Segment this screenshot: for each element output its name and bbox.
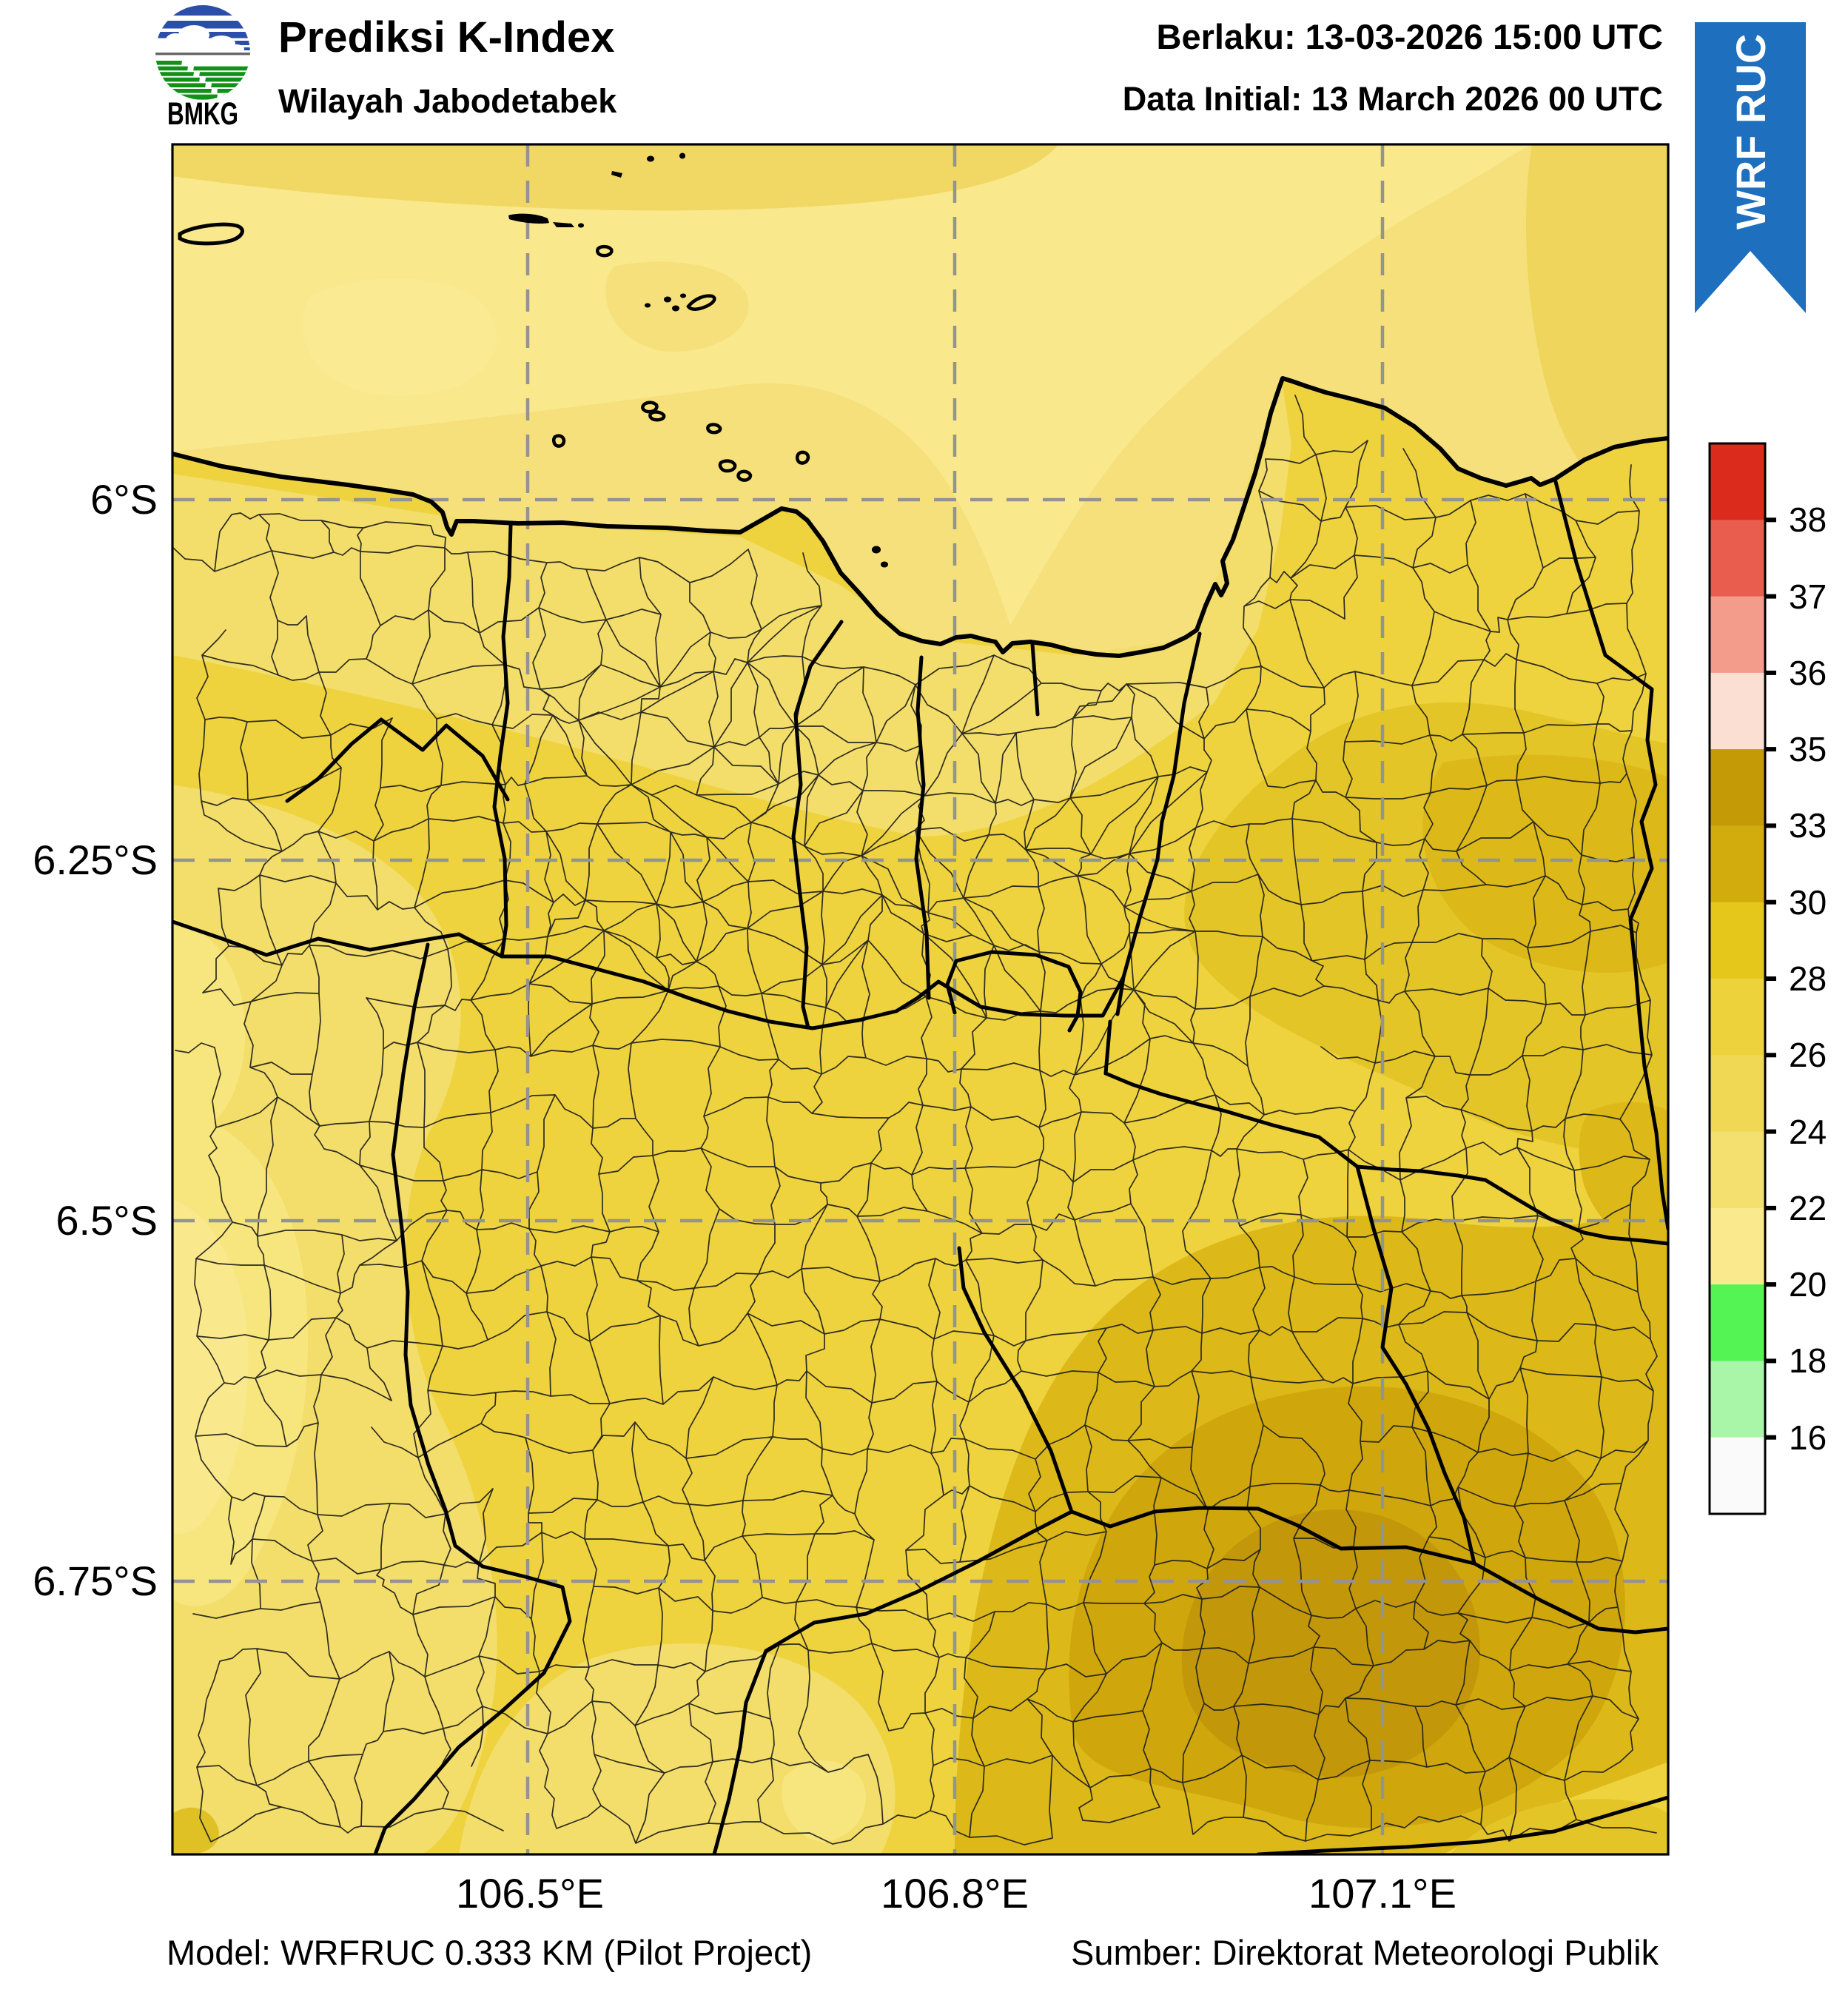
svg-text:Berlaku: 13-03-2026 15:00 UTC: Berlaku: 13-03-2026 15:00 UTC	[1157, 17, 1663, 56]
svg-text:107.1°E: 107.1°E	[1308, 1870, 1456, 1917]
svg-text:Wilayah Jabodetabek: Wilayah Jabodetabek	[278, 82, 617, 120]
svg-text:24: 24	[1789, 1113, 1827, 1151]
svg-text:26: 26	[1789, 1036, 1827, 1074]
svg-text:WRF RUC: WRF RUC	[1727, 34, 1774, 229]
svg-text:106.5°E: 106.5°E	[456, 1870, 604, 1917]
svg-text:6°S: 6°S	[90, 476, 158, 523]
svg-text:18: 18	[1789, 1341, 1827, 1380]
svg-text:20: 20	[1789, 1265, 1827, 1304]
svg-text:Data Initial: 13 March 2026 00: Data Initial: 13 March 2026 00 UTC	[1123, 80, 1663, 118]
svg-text:6.25°S: 6.25°S	[33, 837, 158, 883]
svg-text:33: 33	[1789, 806, 1827, 845]
svg-text:38: 38	[1789, 500, 1827, 539]
svg-text:16: 16	[1789, 1418, 1827, 1457]
svg-text:Prediksi K-Index: Prediksi K-Index	[278, 13, 614, 61]
svg-text:30: 30	[1789, 883, 1827, 922]
svg-text:36: 36	[1789, 654, 1827, 692]
svg-text:Sumber: Direktorat Meteorologi: Sumber: Direktorat Meteorologi Publik	[1071, 1933, 1659, 1972]
svg-text:6.5°S: 6.5°S	[56, 1197, 158, 1244]
svg-text:Model: WRFRUC 0.333 KM (Pilot: Model: WRFRUC 0.333 KM (Pilot Project)	[167, 1933, 812, 1972]
svg-text:37: 37	[1789, 577, 1827, 616]
svg-text:106.8°E: 106.8°E	[881, 1870, 1029, 1917]
svg-text:35: 35	[1789, 730, 1827, 768]
svg-text:22: 22	[1789, 1189, 1827, 1227]
svg-text:28: 28	[1789, 959, 1827, 998]
svg-text:6.75°S: 6.75°S	[33, 1558, 158, 1604]
svg-text:BMKG: BMKG	[167, 96, 238, 132]
